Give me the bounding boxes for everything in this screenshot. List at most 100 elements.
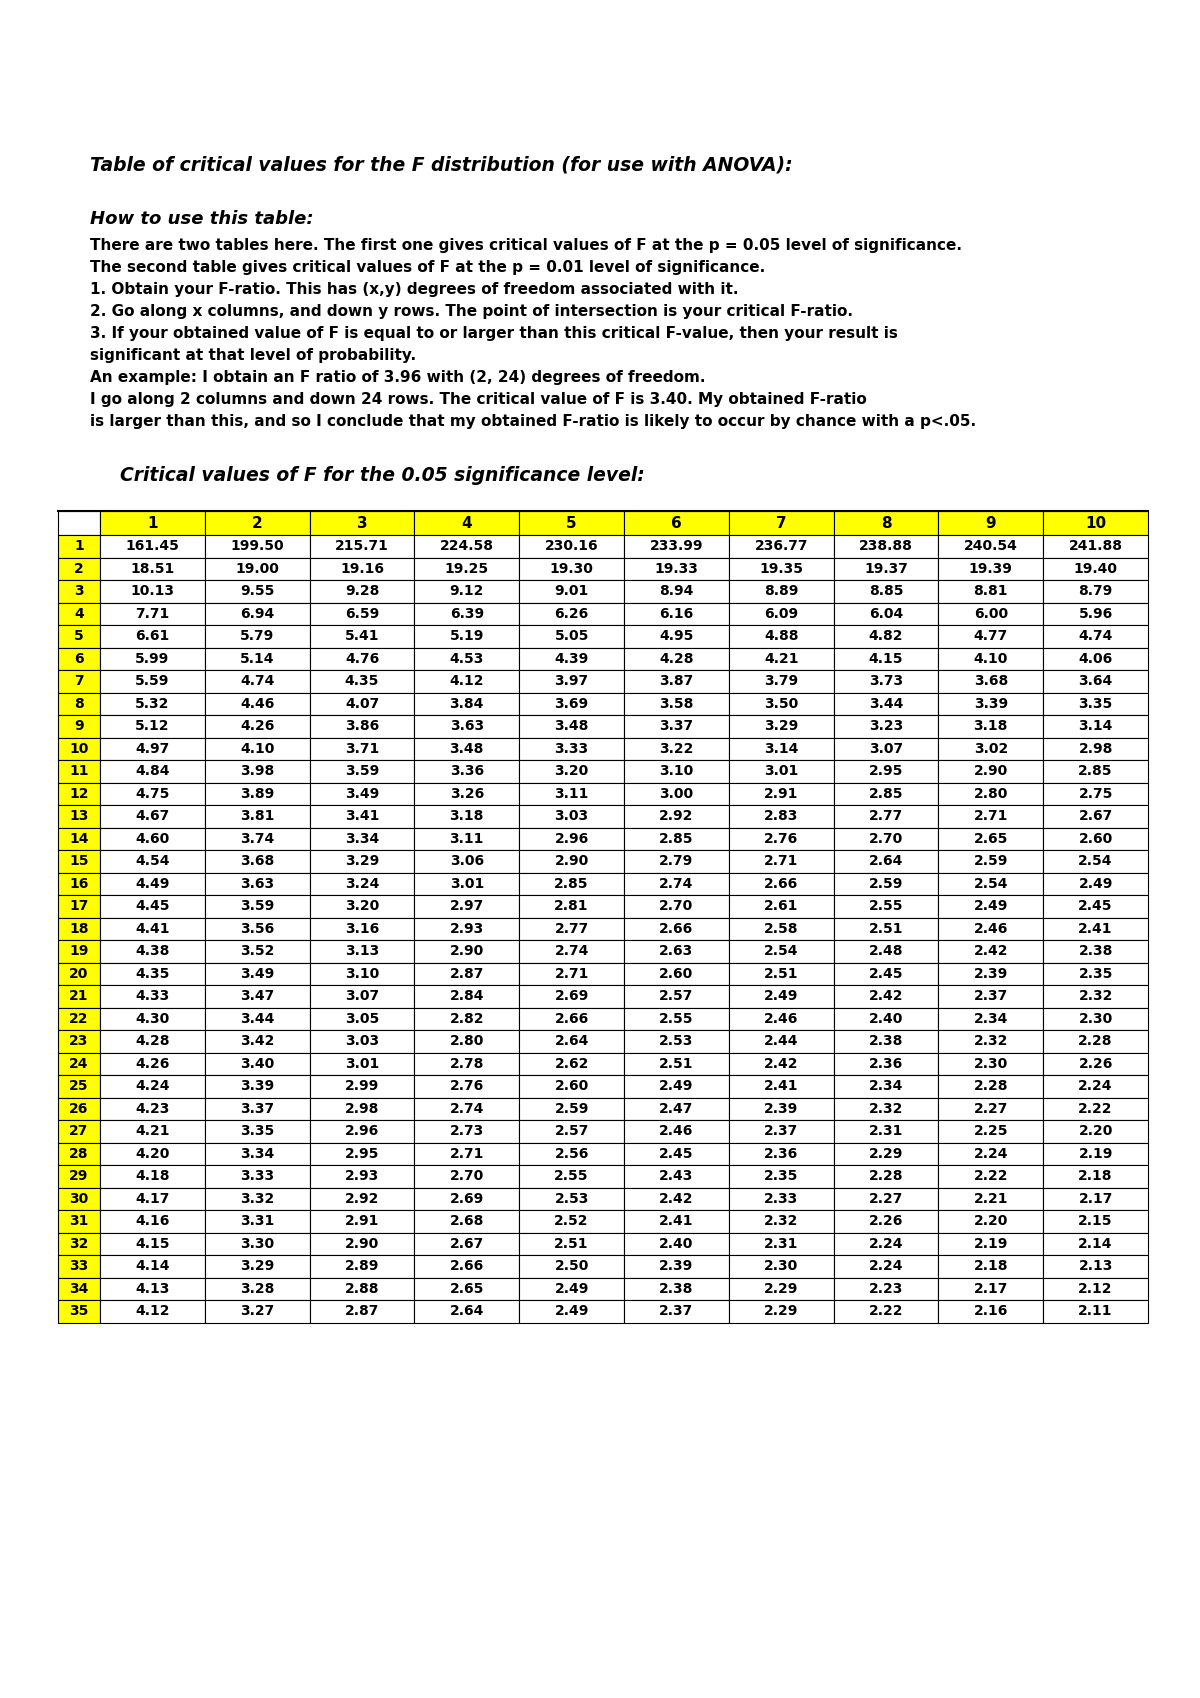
Bar bbox=[414, 873, 520, 895]
Text: 19.00: 19.00 bbox=[235, 562, 280, 576]
Bar bbox=[58, 851, 100, 873]
Text: 3.98: 3.98 bbox=[240, 764, 275, 778]
Text: 4.35: 4.35 bbox=[136, 966, 169, 981]
Text: 2.51: 2.51 bbox=[869, 922, 904, 936]
Text: 3.26: 3.26 bbox=[450, 786, 484, 801]
Bar bbox=[205, 1075, 310, 1097]
Bar bbox=[58, 1143, 100, 1165]
Text: 23: 23 bbox=[70, 1034, 89, 1048]
Bar bbox=[58, 873, 100, 895]
Text: 3.07: 3.07 bbox=[869, 742, 904, 756]
Text: 3.89: 3.89 bbox=[240, 786, 275, 801]
Bar bbox=[834, 1211, 938, 1233]
Bar bbox=[414, 963, 520, 985]
Text: 9.01: 9.01 bbox=[554, 584, 589, 598]
Text: 10: 10 bbox=[70, 742, 89, 756]
Bar bbox=[100, 1211, 205, 1233]
Bar bbox=[58, 1233, 100, 1255]
Bar bbox=[1043, 625, 1148, 647]
Bar bbox=[624, 737, 728, 761]
Text: 4.46: 4.46 bbox=[240, 696, 275, 711]
Text: 3.84: 3.84 bbox=[450, 696, 484, 711]
Bar bbox=[938, 1211, 1043, 1233]
Text: 2.53: 2.53 bbox=[554, 1192, 589, 1206]
Text: 2.41: 2.41 bbox=[659, 1214, 694, 1228]
Text: 3.16: 3.16 bbox=[344, 922, 379, 936]
Bar bbox=[100, 603, 205, 625]
Text: 4.49: 4.49 bbox=[136, 876, 169, 891]
Text: 2.11: 2.11 bbox=[1079, 1304, 1112, 1318]
Bar bbox=[938, 1301, 1043, 1323]
Bar bbox=[414, 1165, 520, 1187]
Bar bbox=[205, 985, 310, 1007]
Bar bbox=[728, 1031, 834, 1053]
Bar bbox=[728, 1233, 834, 1255]
Text: 2.92: 2.92 bbox=[659, 810, 694, 824]
Text: 2.20: 2.20 bbox=[973, 1214, 1008, 1228]
Text: 25: 25 bbox=[70, 1080, 89, 1094]
Bar bbox=[938, 783, 1043, 805]
Text: 2.59: 2.59 bbox=[973, 854, 1008, 868]
Bar bbox=[624, 1053, 728, 1075]
Bar bbox=[1043, 941, 1148, 963]
Text: 3.35: 3.35 bbox=[240, 1124, 275, 1138]
Text: 233.99: 233.99 bbox=[649, 540, 703, 554]
Bar bbox=[414, 511, 520, 535]
Bar bbox=[624, 963, 728, 985]
Text: 2.83: 2.83 bbox=[764, 810, 798, 824]
Bar bbox=[310, 671, 414, 693]
Bar bbox=[938, 805, 1043, 827]
Text: 4.30: 4.30 bbox=[136, 1012, 169, 1026]
Bar bbox=[520, 693, 624, 715]
Text: 2.46: 2.46 bbox=[764, 1012, 798, 1026]
Bar bbox=[205, 557, 310, 581]
Bar bbox=[728, 1143, 834, 1165]
Bar bbox=[938, 647, 1043, 671]
Bar bbox=[100, 895, 205, 917]
Bar bbox=[100, 1075, 205, 1097]
Text: 18: 18 bbox=[70, 922, 89, 936]
Text: 10: 10 bbox=[1085, 516, 1106, 530]
Text: 3.50: 3.50 bbox=[764, 696, 798, 711]
Text: 3.18: 3.18 bbox=[450, 810, 484, 824]
Text: 2.42: 2.42 bbox=[764, 1056, 798, 1071]
Bar bbox=[624, 895, 728, 917]
Bar bbox=[834, 511, 938, 535]
Bar bbox=[834, 603, 938, 625]
Text: 4: 4 bbox=[74, 606, 84, 621]
Bar bbox=[938, 827, 1043, 851]
Text: 2.71: 2.71 bbox=[450, 1146, 484, 1161]
Text: 2.75: 2.75 bbox=[1079, 786, 1112, 801]
Bar bbox=[520, 603, 624, 625]
Bar bbox=[205, 851, 310, 873]
Bar bbox=[728, 647, 834, 671]
Text: 2.12: 2.12 bbox=[1079, 1282, 1112, 1296]
Bar bbox=[58, 1301, 100, 1323]
Bar bbox=[205, 581, 310, 603]
Text: 2.13: 2.13 bbox=[1079, 1260, 1112, 1274]
Bar bbox=[414, 1277, 520, 1301]
Text: 3.22: 3.22 bbox=[659, 742, 694, 756]
Text: 6.00: 6.00 bbox=[973, 606, 1008, 621]
Text: 3.34: 3.34 bbox=[344, 832, 379, 846]
Text: 4.39: 4.39 bbox=[554, 652, 589, 666]
Text: 3.48: 3.48 bbox=[450, 742, 484, 756]
Text: 4.53: 4.53 bbox=[450, 652, 484, 666]
Bar bbox=[728, 535, 834, 557]
Text: 3.39: 3.39 bbox=[240, 1080, 275, 1094]
Text: 2.45: 2.45 bbox=[659, 1146, 694, 1161]
Bar bbox=[938, 917, 1043, 941]
Text: 4.12: 4.12 bbox=[136, 1304, 169, 1318]
Bar bbox=[310, 511, 414, 535]
Text: 8: 8 bbox=[74, 696, 84, 711]
Bar bbox=[310, 851, 414, 873]
Bar bbox=[520, 1233, 624, 1255]
Bar bbox=[834, 693, 938, 715]
Bar bbox=[310, 1007, 414, 1031]
Text: 2.90: 2.90 bbox=[554, 854, 589, 868]
Text: 5: 5 bbox=[566, 516, 577, 530]
Bar bbox=[310, 1187, 414, 1211]
Text: 3.48: 3.48 bbox=[554, 720, 589, 734]
Bar bbox=[100, 1121, 205, 1143]
Text: 2.18: 2.18 bbox=[973, 1260, 1008, 1274]
